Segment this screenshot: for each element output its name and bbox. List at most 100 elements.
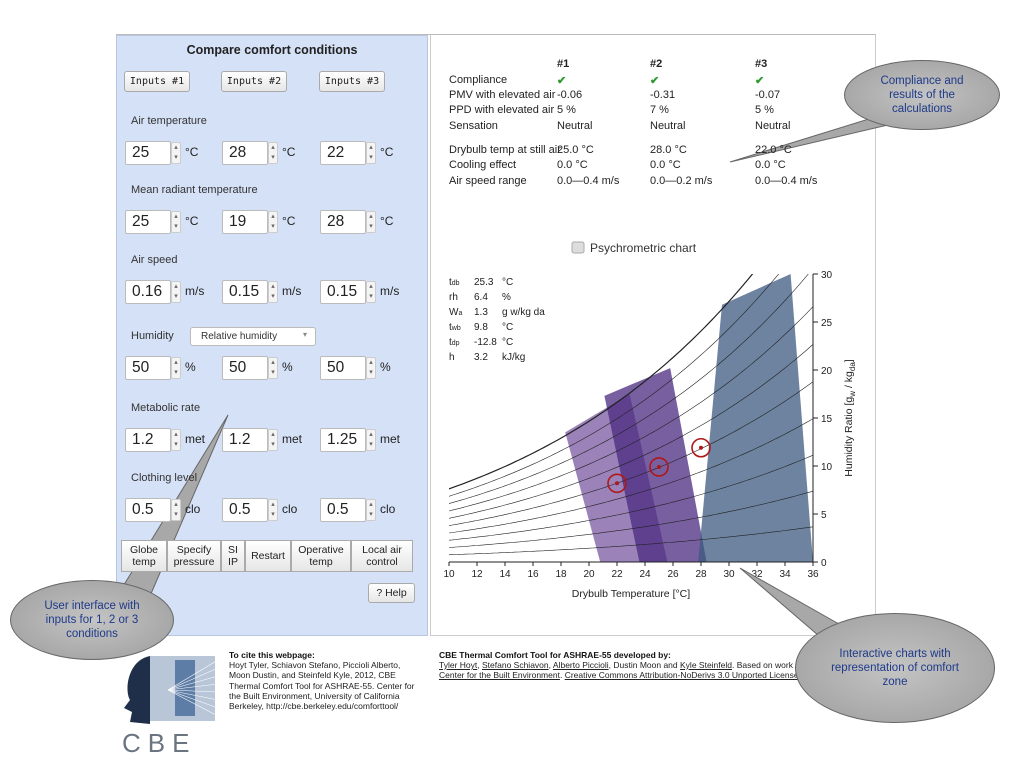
result-value: 25.0 °C [557, 144, 594, 156]
info-sub: db [452, 280, 460, 287]
y-label-part: da [848, 362, 857, 371]
number-input[interactable]: 50 [125, 356, 171, 380]
row-label: Compliance [449, 74, 508, 86]
spinner[interactable]: ▴ ▾ [268, 211, 278, 233]
number-input[interactable]: 1.2 [222, 428, 268, 452]
info-unit: °C [502, 277, 513, 288]
number-input[interactable]: 28 [222, 141, 268, 165]
spinner[interactable]: ▴ ▾ [171, 429, 181, 451]
help-button[interactable]: ? Help [368, 583, 415, 603]
number-input[interactable]: 0.15 [222, 280, 268, 304]
unit-label: m/s [380, 284, 400, 298]
chart-title-group: Psychrometric chart [571, 241, 697, 255]
result-value: 0.0—0.4 m/s [755, 175, 818, 187]
option-button[interactable]: Specify pressure [167, 540, 221, 572]
number-input[interactable]: 50 [320, 356, 366, 380]
row-label: Air speed range [449, 175, 527, 187]
result-value: 5 % [755, 104, 774, 116]
spinner[interactable]: ▴ ▾ [366, 211, 376, 233]
info-sym: W [449, 307, 459, 318]
option-button[interactable]: Local air control [351, 540, 413, 572]
number-input[interactable]: 0.5 [320, 498, 366, 522]
info-sym: t [449, 277, 452, 288]
y-label-part: / kg [843, 371, 855, 391]
spinner[interactable]: ▴ ▾ [171, 357, 181, 379]
credit-text: . [559, 670, 565, 681]
spinner[interactable]: ▴ ▾ [268, 357, 278, 379]
spinner[interactable]: ▴ ▾ [366, 499, 376, 521]
info-value: 3.2 [474, 352, 488, 363]
logo-head [124, 656, 150, 724]
number-input[interactable]: 50 [222, 356, 268, 380]
number-input[interactable]: 19 [222, 210, 268, 234]
number-input[interactable]: 1.25 [320, 428, 366, 452]
number-input[interactable]: 0.16 [125, 280, 171, 304]
comfort-zone [604, 368, 707, 562]
input-tab-button[interactable]: Inputs #3 [319, 71, 385, 92]
info-value: 9.8 [474, 322, 488, 333]
unit-label: met [185, 432, 206, 446]
state-point [657, 464, 661, 469]
x-tick-label: 20 [583, 569, 595, 580]
rh-curve [449, 381, 813, 526]
logo-ray [167, 659, 219, 691]
number-input[interactable]: 22 [320, 141, 366, 165]
unit-label: % [282, 360, 293, 374]
spinner[interactable]: ▴ ▾ [366, 142, 376, 164]
toggle-icon [571, 241, 585, 254]
credit-link[interactable]: Kyle Steinfeld [680, 660, 732, 670]
credit-link[interactable]: Tyler Hoyt [439, 660, 478, 670]
info-unit: g w/kg da [502, 307, 545, 318]
option-button[interactable]: Globe temp [121, 540, 167, 572]
x-tick-label: 16 [527, 569, 539, 580]
credit-link[interactable]: Stefano Schiavon [482, 660, 549, 670]
spinner[interactable]: ▴ ▾ [366, 281, 376, 303]
spinner[interactable]: ▴ ▾ [268, 142, 278, 164]
logo-ray [167, 689, 219, 717]
comfort-zone [698, 274, 813, 562]
option-button[interactable]: Restart [245, 540, 291, 572]
unit-label: clo [185, 502, 201, 516]
result-value: 0.0—0.2 m/s [650, 175, 713, 187]
unit-label: clo [380, 502, 396, 516]
y-label-part: w [848, 391, 857, 398]
number-input[interactable]: 1.2 [125, 428, 171, 452]
rh-curve [449, 344, 813, 519]
rh-curve [449, 274, 780, 497]
number-input[interactable]: 0.15 [320, 280, 366, 304]
spinner[interactable]: ▴ ▾ [171, 499, 181, 521]
spinner[interactable]: ▴ ▾ [171, 281, 181, 303]
section-label: Air temperature [131, 115, 207, 127]
unit-label: met [380, 432, 401, 446]
spinner[interactable]: ▴ ▾ [366, 429, 376, 451]
x-tick-label: 36 [807, 569, 819, 580]
number-input[interactable]: 25 [125, 141, 171, 165]
spinner[interactable]: ▴ ▾ [171, 142, 181, 164]
section-label: Humidity [131, 330, 174, 342]
credit-link[interactable]: Alberto Piccioli [552, 660, 609, 670]
spinner[interactable]: ▴ ▾ [268, 281, 278, 303]
humidity-select[interactable]: Relative humidity ▾ [190, 327, 316, 346]
spinner[interactable]: ▴ ▾ [366, 357, 376, 379]
unit-label: °C [282, 214, 296, 228]
spinner[interactable]: ▴ ▾ [268, 499, 278, 521]
option-button[interactable]: SI IP [221, 540, 245, 572]
select-arrow: ▾ [302, 330, 307, 339]
info-value: 6.4 [474, 292, 488, 303]
section-label: Mean radiant temperature [131, 184, 258, 196]
number-input[interactable]: 28 [320, 210, 366, 234]
section-label: Clothing level [131, 472, 198, 484]
option-button[interactable]: Operative temp [291, 540, 351, 572]
unit-label: m/s [185, 284, 205, 298]
spinner[interactable]: ▴ ▾ [171, 211, 181, 233]
input-tab-button[interactable]: Inputs #1 [124, 71, 190, 92]
spinner[interactable]: ▴ ▾ [268, 429, 278, 451]
number-input[interactable]: 0.5 [222, 498, 268, 522]
credit-link[interactable]: Center for the Built Environment [439, 670, 560, 681]
cbe-logo: CBE [122, 656, 219, 758]
number-input[interactable]: 0.5 [125, 498, 171, 522]
info-sym: h [449, 352, 455, 363]
input-tab-button[interactable]: Inputs #2 [221, 71, 287, 92]
credit-link[interactable]: Creative Commons Attribution-NoDerivs 3.… [564, 670, 799, 681]
number-input[interactable]: 25 [125, 210, 171, 234]
